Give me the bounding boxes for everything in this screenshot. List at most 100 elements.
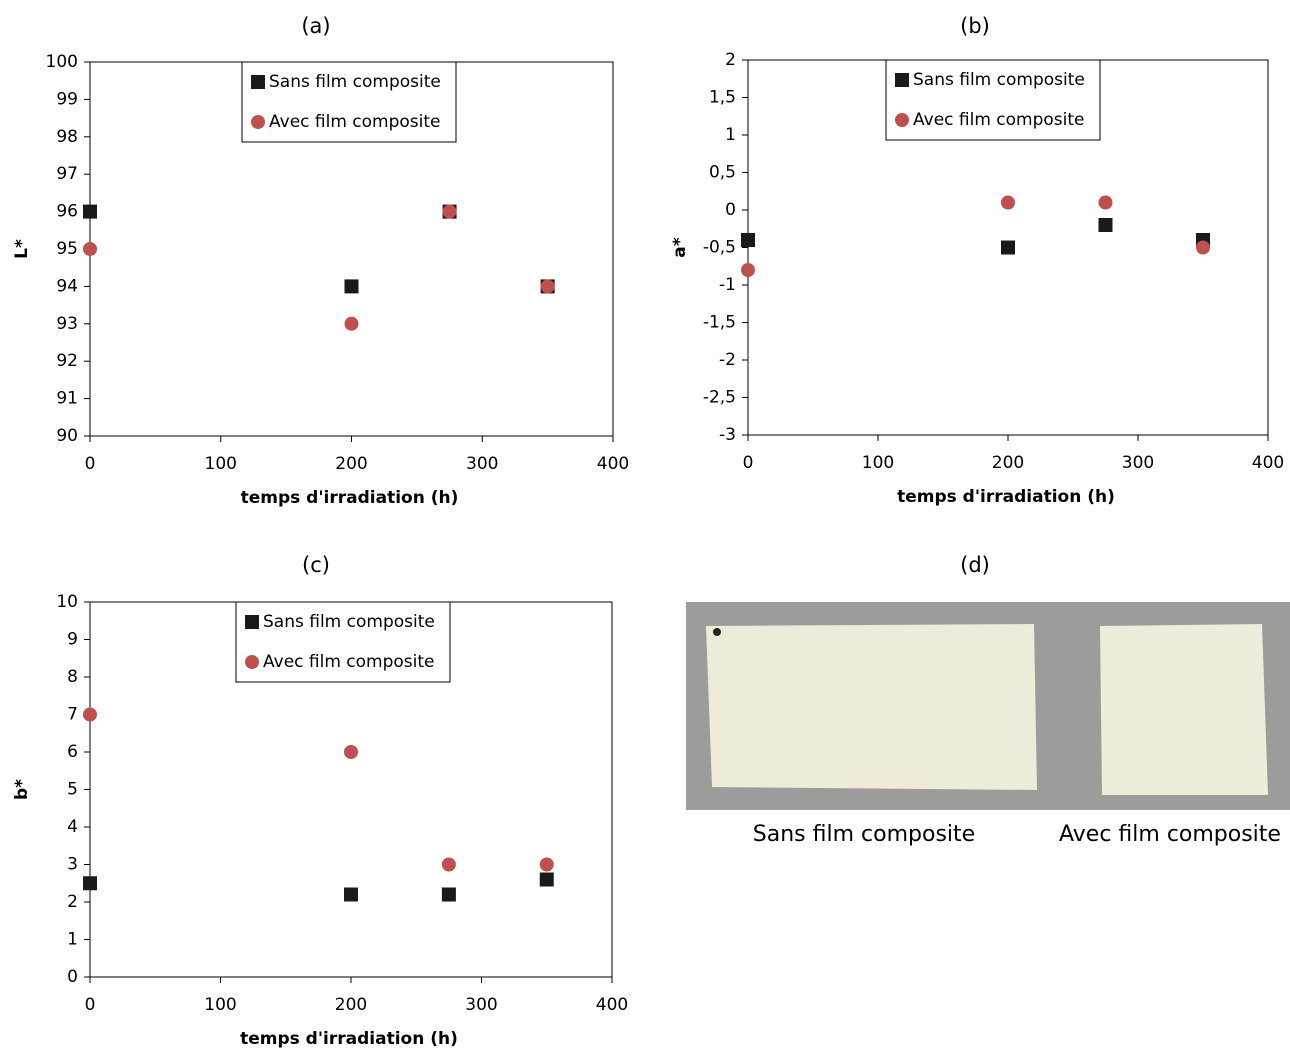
x-tick-label: 300 <box>466 454 498 474</box>
legend-marker <box>245 655 259 669</box>
photo-caption: Sans film composite <box>753 822 975 847</box>
chart: (a) 90 91 92 93 94 95 96 97 98 99 100 0 100 200 300 400 t… <box>12 14 629 508</box>
y-tick-label: 6 <box>67 742 78 762</box>
y-tick-label: 98 <box>56 127 78 147</box>
marker <box>539 872 554 887</box>
x-tick-label: 100 <box>862 453 894 473</box>
legend-marker <box>251 75 265 89</box>
marker <box>1098 218 1113 232</box>
marker <box>83 876 97 891</box>
x-tick-label: 400 <box>597 454 629 474</box>
y-tick-label: -2 <box>719 350 736 370</box>
y-tick-label: 97 <box>56 164 78 184</box>
marker <box>441 857 456 872</box>
y-tick-label: 2 <box>725 50 736 70</box>
y-axis-title: b* <box>12 779 32 800</box>
legend-marker <box>895 73 909 87</box>
y-tick-label: 0 <box>67 967 78 987</box>
y-tick-label: 94 <box>56 276 78 296</box>
y-tick-label: 93 <box>56 314 78 334</box>
y-tick-label: 9 <box>67 630 78 650</box>
legend-marker <box>245 615 259 629</box>
legend-box <box>235 601 451 683</box>
chart-title: (a) <box>301 14 330 38</box>
x-tick-label: 200 <box>335 454 367 474</box>
x-tick-label: 400 <box>1252 453 1284 473</box>
legend: Sans film composite Avec film composite <box>235 601 451 683</box>
x-tick-label: 0 <box>85 995 96 1015</box>
sample-mark <box>713 628 721 636</box>
y-tick-label: 1 <box>725 125 736 145</box>
marker <box>344 279 359 294</box>
y-tick-label: 96 <box>56 202 78 222</box>
marker <box>1001 240 1015 255</box>
y-tick-label: -1,5 <box>703 313 736 333</box>
marker <box>1098 195 1113 210</box>
sample-sheet <box>706 624 1037 790</box>
y-tick-label: 10 <box>56 592 78 612</box>
legend-label: Avec film composite <box>913 110 1085 130</box>
legend: Sans film composite Avec film composite <box>885 59 1101 141</box>
photo-panel: (d) Sans film composite Avec film compos… <box>686 553 1290 847</box>
y-tick-label: 0,5 <box>709 163 736 183</box>
legend-label: Avec film composite <box>263 652 435 672</box>
marker <box>1196 240 1210 255</box>
x-tick-label: 300 <box>465 995 497 1015</box>
x-tick-label: 100 <box>204 995 236 1015</box>
marker <box>1001 195 1015 210</box>
y-axis-title: a* <box>670 237 690 257</box>
legend-box <box>241 61 457 143</box>
marker <box>344 887 358 902</box>
legend-label: Avec film composite <box>269 112 441 132</box>
marker <box>83 242 97 256</box>
marker <box>741 263 755 277</box>
chart-title: (c) <box>302 553 330 577</box>
y-tick-label: 4 <box>67 817 78 837</box>
x-axis-title: temps d'irradiation (h) <box>240 1029 458 1049</box>
x-tick-label: 0 <box>85 454 96 474</box>
x-tick-label: 200 <box>335 995 367 1015</box>
y-tick-label: 3 <box>67 855 78 875</box>
x-tick-label: 200 <box>992 453 1024 473</box>
photo-caption: Avec film composite <box>1059 822 1281 847</box>
y-tick-label: -0,5 <box>703 238 736 258</box>
marker <box>539 857 554 872</box>
legend: Sans film composite Avec film composite <box>241 61 457 143</box>
marker <box>83 204 97 219</box>
y-tick-label: 0 <box>725 200 736 220</box>
x-axis-title: temps d'irradiation (h) <box>897 487 1115 507</box>
y-tick-label: 5 <box>67 780 78 800</box>
legend-label: Sans film composite <box>263 612 435 632</box>
y-tick-label: -3 <box>719 425 736 445</box>
legend-marker <box>895 113 909 127</box>
photo-title: (d) <box>960 553 990 577</box>
legend-label: Sans film composite <box>269 72 441 92</box>
y-tick-label: 95 <box>56 239 78 259</box>
marker <box>442 204 457 219</box>
x-axis-title: temps d'irradiation (h) <box>241 488 459 508</box>
chart: (b) -3 -2,5 -2 -1,5 -1 -0,5 0 0,5 1 1,5 2 0 100 200 300… <box>670 14 1284 507</box>
x-tick-label: 300 <box>1122 453 1154 473</box>
y-tick-label: 100 <box>46 52 78 72</box>
y-tick-label: 99 <box>56 89 78 109</box>
x-tick-label: 100 <box>205 454 237 474</box>
legend-marker <box>251 115 265 129</box>
marker <box>344 316 359 331</box>
y-tick-label: -1 <box>719 275 736 295</box>
y-axis-title: L* <box>12 239 32 259</box>
y-tick-label: 92 <box>56 351 78 371</box>
y-tick-label: 91 <box>56 389 78 409</box>
y-tick-label: 1,5 <box>709 88 736 108</box>
y-tick-label: 2 <box>67 892 78 912</box>
legend-box <box>885 59 1101 141</box>
x-tick-label: 0 <box>743 453 754 473</box>
y-tick-label: -2,5 <box>703 388 736 408</box>
chart-title: (b) <box>960 14 990 38</box>
marker <box>540 279 555 294</box>
marker <box>741 233 755 247</box>
sample-sheet <box>1100 624 1268 795</box>
x-tick-label: 400 <box>596 995 628 1015</box>
y-tick-label: 8 <box>67 667 78 687</box>
